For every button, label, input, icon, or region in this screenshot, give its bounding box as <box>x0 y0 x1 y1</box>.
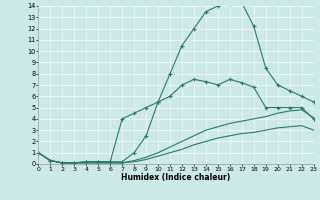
X-axis label: Humidex (Indice chaleur): Humidex (Indice chaleur) <box>121 173 231 182</box>
